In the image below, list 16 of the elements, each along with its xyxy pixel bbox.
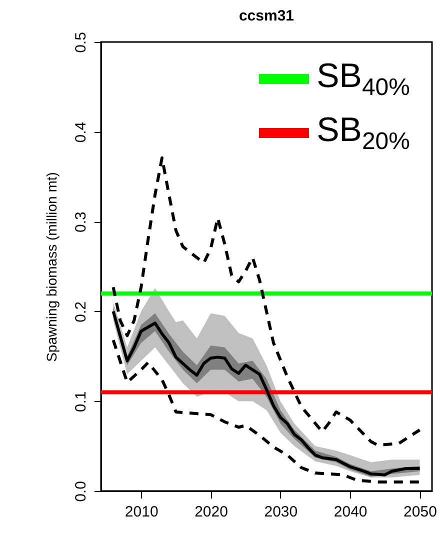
x-tick-label: 2010 bbox=[124, 504, 158, 520]
legend-label: SB$_{40%}$ bbox=[316, 56, 410, 100]
line-series bbox=[112, 338, 422, 484]
y-tick-label: 0.0 bbox=[72, 481, 90, 502]
y-axis-title: Spawning biomass (million mt) bbox=[44, 172, 60, 362]
y-tick-label: 0.5 bbox=[72, 32, 90, 53]
x-tick-label: 2040 bbox=[334, 504, 368, 520]
y-tick-label: 0.2 bbox=[72, 301, 90, 322]
x-tick-label: 2050 bbox=[404, 504, 437, 520]
y-tick-label: 0.4 bbox=[72, 122, 90, 143]
y-tick-label: 0.3 bbox=[72, 212, 90, 233]
x-tick-label: 2020 bbox=[194, 504, 228, 520]
chart-title: ccsm31 bbox=[238, 8, 294, 25]
y-tick-label: 0.1 bbox=[72, 391, 90, 412]
x-tick-label: 2030 bbox=[264, 504, 298, 520]
legend-label: SB$_{20%}$ bbox=[316, 110, 410, 154]
